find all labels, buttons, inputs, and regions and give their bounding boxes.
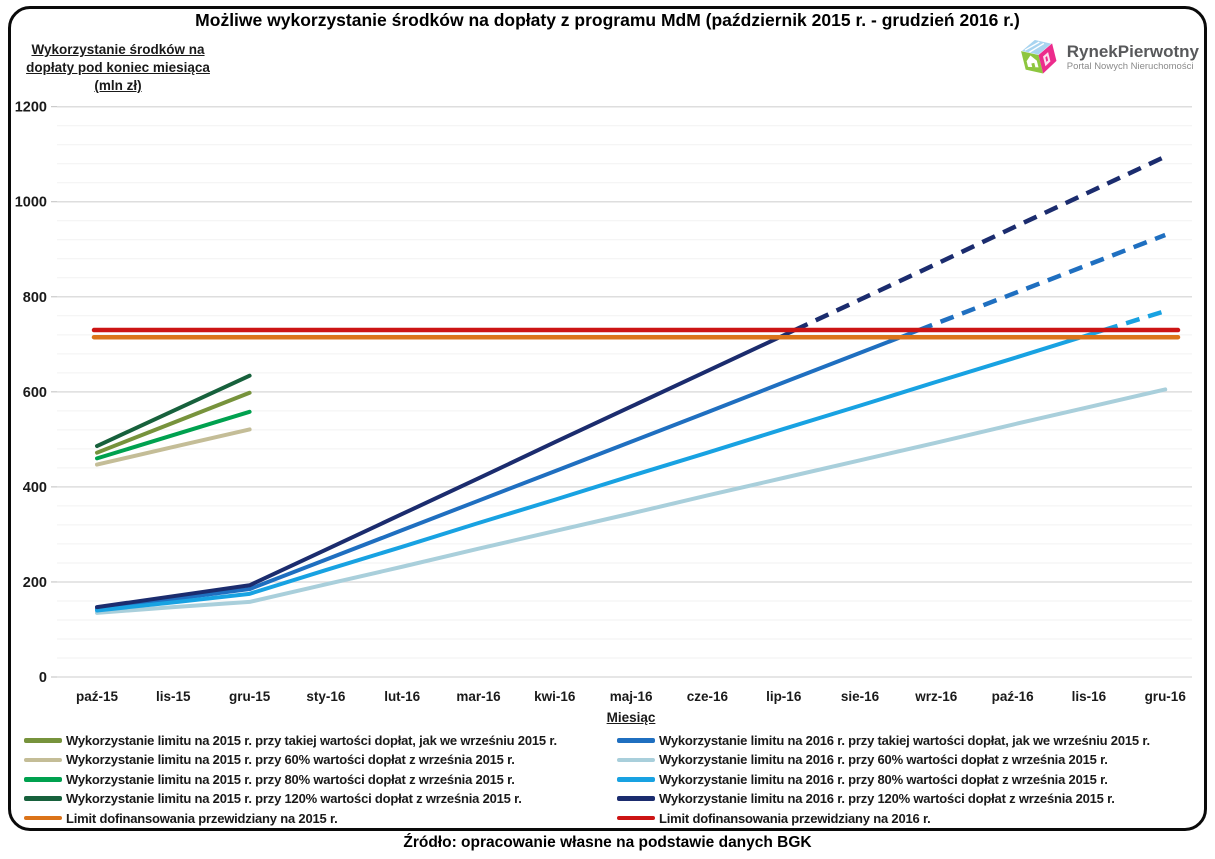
x-tick-label: sie-16 (841, 689, 880, 704)
legend-label: Wykorzystanie limitu na 2016 r. przy tak… (659, 733, 1150, 748)
y-tick-label: 1000 (15, 195, 47, 211)
y-axis-title-line2: dopłaty pod koniec miesiąca (26, 60, 210, 75)
chart-legend: Wykorzystanie limitu na 2015 r. przy tak… (0, 731, 1215, 831)
legend-line-marker (617, 738, 655, 743)
legend-label: Wykorzystanie limitu na 2015 r. przy 120… (66, 791, 522, 807)
x-tick-label: lis-15 (156, 689, 191, 704)
legend-item: Wykorzystanie limitu na 2015 r. przy 120… (24, 789, 522, 808)
legend-label: Wykorzystanie limitu na 2016 r. przy 80%… (659, 771, 1108, 787)
legend-item: Wykorzystanie limitu na 2015 r. przy 60%… (24, 750, 515, 769)
y-axis-title: Wykorzystanie środków na dopłaty pod kon… (6, 41, 230, 95)
series-line-dashed (1103, 308, 1166, 333)
legend-line-marker (617, 757, 655, 763)
rynekpierwotny-logo: RynekPierwotny Portal Nowych Nieruchomoś… (1017, 34, 1199, 80)
x-tick-label: cze-16 (687, 689, 729, 704)
legend-line-marker (617, 777, 655, 782)
y-tick-label: 1200 (15, 100, 47, 116)
legend-line-marker (24, 815, 62, 821)
logo-text: RynekPierwotny Portal Nowych Nieruchomoś… (1066, 41, 1199, 72)
x-tick-label: lip-16 (766, 689, 802, 704)
x-tick-label: mar-16 (456, 689, 501, 704)
x-tick-label: kwi-16 (534, 689, 576, 704)
x-tick-label: gru-16 (1145, 689, 1187, 704)
x-tick-label: wrz-16 (914, 689, 958, 704)
legend-item: Wykorzystanie limitu na 2015 r. przy 80%… (24, 770, 515, 789)
series-line-dashed (918, 232, 1167, 333)
legend-line-marker (24, 777, 62, 782)
logo-name: RynekPierwotny (1066, 41, 1199, 61)
series-line (95, 409, 252, 461)
y-axis-title-line3: (mln zł) (94, 78, 142, 93)
logo-subtitle: Portal Nowych Nieruchomości (1066, 60, 1194, 72)
y-tick-label: 0 (39, 670, 47, 686)
series-line-dashed (793, 154, 1167, 333)
legend-label: Limit dofinansowania przewidziany na 201… (66, 810, 338, 826)
legend-label: Wykorzystanie limitu na 2015 r. przy tak… (66, 733, 557, 748)
legend-line-marker (24, 757, 62, 763)
x-axis-title: Miesiąc (606, 710, 656, 725)
x-tick-label: maj-16 (610, 689, 653, 704)
series-line-solid (95, 328, 797, 610)
series-line-solid (95, 387, 1168, 615)
x-tick-label: paź-15 (76, 689, 119, 704)
legend-item: Wykorzystanie limitu na 2016 r. przy tak… (617, 731, 1150, 750)
series-line (95, 390, 252, 455)
series-line (95, 373, 252, 449)
legend-label: Wykorzystanie limitu na 2015 r. przy 60%… (66, 752, 515, 768)
legend-line-marker (24, 796, 62, 801)
x-tick-label: sty-16 (306, 689, 346, 704)
legend-label: Limit dofinansowania przewidziany na 201… (659, 810, 931, 826)
source-caption: Źródło: opracowanie własne na podstawie … (403, 834, 812, 851)
legend-label: Wykorzystanie limitu na 2016 r. przy 120… (659, 791, 1115, 807)
legend-item: Limit dofinansowania przewidziany na 201… (24, 809, 338, 828)
y-tick-label: 400 (23, 480, 47, 496)
series-line-solid (95, 328, 922, 612)
series-line-solid (95, 328, 1107, 613)
legend-item: Wykorzystanie limitu na 2016 r. przy 60%… (617, 750, 1108, 769)
legend-item: Wykorzystanie limitu na 2016 r. przy 120… (617, 789, 1115, 808)
chart-title: Możliwe wykorzystanie środków na dopłaty… (195, 10, 1020, 30)
y-tick-label: 600 (23, 385, 47, 401)
series-line (95, 427, 252, 467)
y-tick-label: 200 (23, 575, 47, 591)
x-tick-label: lis-16 (1072, 689, 1107, 704)
legend-line-marker (617, 815, 655, 821)
cube-house-icon (1019, 39, 1057, 74)
legend-item: Wykorzystanie limitu na 2016 r. przy 80%… (617, 770, 1108, 789)
y-axis-title-line1: Wykorzystanie środków na (31, 42, 205, 57)
legend-label: Wykorzystanie limitu na 2016 r. przy 60%… (659, 752, 1108, 768)
y-tick-label: 800 (23, 290, 47, 306)
legend-label: Wykorzystanie limitu na 2015 r. przy 80%… (66, 771, 515, 787)
legend-line-marker (617, 796, 655, 801)
legend-line-marker (24, 738, 62, 743)
x-tick-label: gru-15 (229, 689, 271, 704)
x-tick-label: paź-16 (992, 689, 1035, 704)
legend-item: Wykorzystanie limitu na 2015 r. przy tak… (24, 731, 557, 750)
legend-item: Limit dofinansowania przewidziany na 201… (617, 809, 931, 828)
x-tick-label: lut-16 (384, 689, 420, 704)
